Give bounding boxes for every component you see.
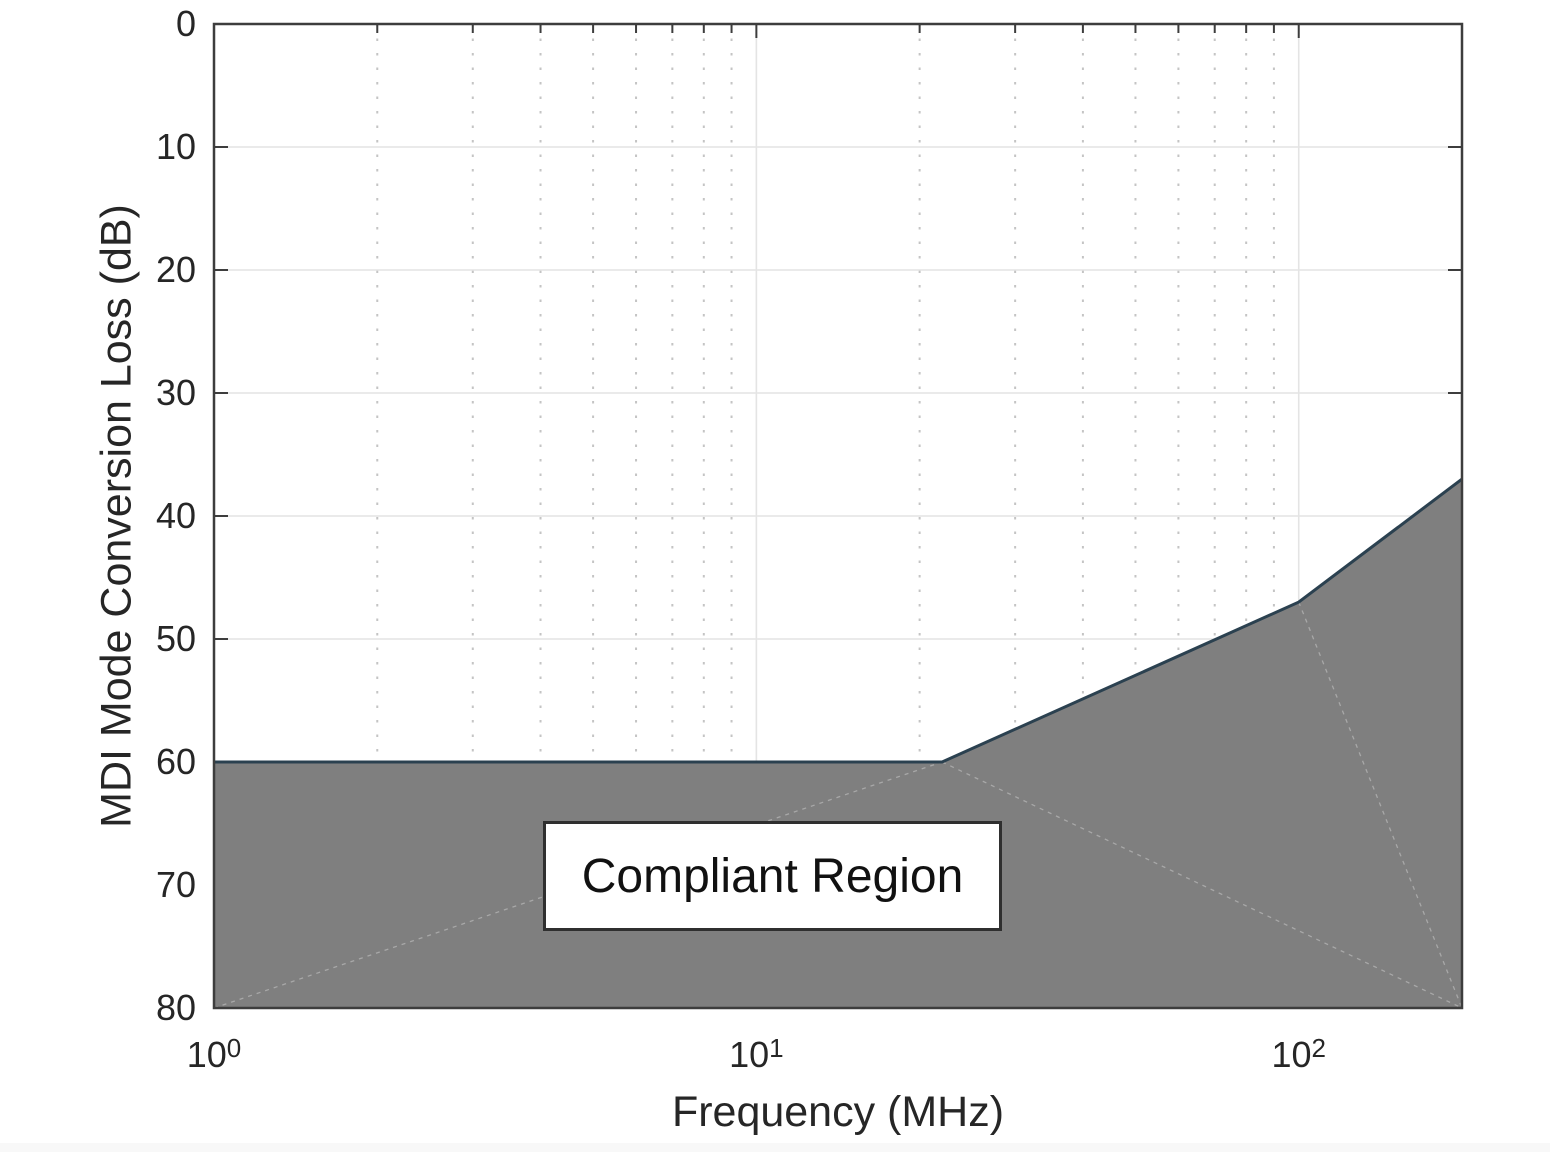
compliant-region-fill <box>214 479 1462 1009</box>
compliant-region-label-box: Compliant Region <box>543 821 1002 931</box>
y-tick-label: 70 <box>155 864 196 905</box>
x-tick-label: 100 <box>186 1033 242 1075</box>
x-axis-title: Frequency (MHz) <box>671 1088 1005 1136</box>
y-tick-label: 80 <box>155 987 196 1028</box>
y-tick-label: 10 <box>155 126 196 167</box>
fill-triangulation-edges <box>213 601 1463 1009</box>
y-tick-label: 50 <box>155 618 196 659</box>
y-tick-label: 30 <box>155 372 196 413</box>
compliant-region-label-text: Compliant Region <box>581 849 964 903</box>
x-tick-label: 102 <box>1271 1033 1326 1075</box>
y-tick-label: 60 <box>155 741 196 782</box>
y-tick-label: 20 <box>155 249 196 290</box>
x-tick-label: 101 <box>729 1033 784 1075</box>
y-tick-label: 0 <box>175 3 196 44</box>
bottom-edge-strip <box>0 1143 1550 1152</box>
limit-line <box>214 477 1463 764</box>
y-tick-label: 40 <box>155 495 196 536</box>
y-axis-title: MDI Mode Conversion Loss (dB) <box>92 204 141 828</box>
plot-frame <box>212 22 1464 1010</box>
